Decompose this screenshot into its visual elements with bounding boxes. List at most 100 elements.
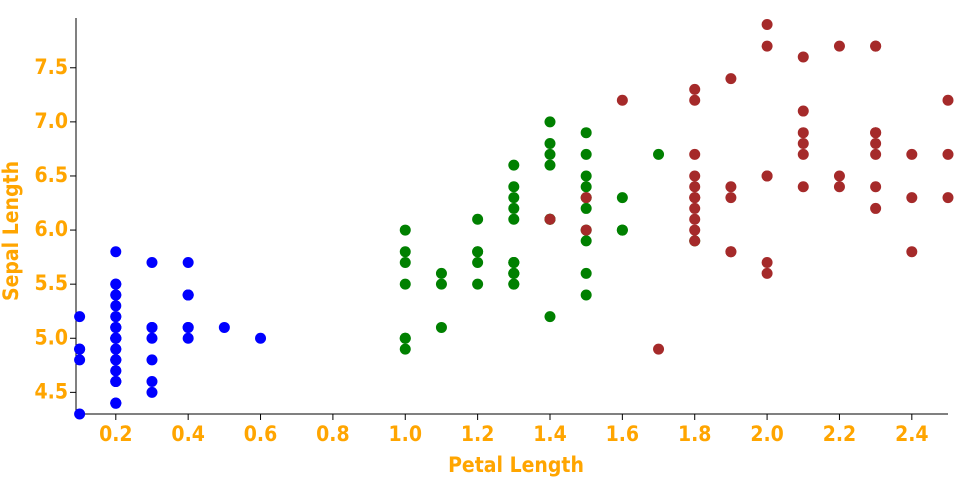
point (110, 365, 122, 377)
point (833, 170, 845, 182)
point (761, 267, 773, 279)
point (653, 343, 665, 355)
point (435, 278, 447, 290)
point (110, 321, 122, 333)
point (689, 148, 701, 160)
point (218, 321, 230, 333)
point (110, 278, 122, 290)
point (435, 321, 447, 333)
point (870, 127, 882, 139)
point (544, 159, 556, 171)
point (797, 148, 809, 160)
point (906, 246, 918, 258)
point (508, 257, 520, 269)
point (689, 224, 701, 236)
y-tick-label: 5.0 (35, 325, 68, 349)
point (870, 202, 882, 214)
point (146, 386, 158, 398)
point (906, 192, 918, 204)
x-tick-label: 0.4 (171, 422, 204, 446)
point (616, 192, 628, 204)
point (544, 213, 556, 225)
point (870, 181, 882, 193)
point (580, 148, 592, 160)
point (544, 138, 556, 150)
point (580, 170, 592, 182)
point (616, 224, 628, 236)
point (508, 181, 520, 193)
point (508, 278, 520, 290)
point (74, 408, 86, 420)
point (689, 181, 701, 193)
x-tick-label: 1.2 (461, 422, 494, 446)
point (725, 192, 737, 204)
point (870, 40, 882, 52)
x-tick-label: 2.4 (895, 422, 928, 446)
x-tick-label: 2.0 (750, 422, 783, 446)
point (797, 138, 809, 150)
point (472, 257, 484, 269)
point (833, 181, 845, 193)
point (472, 213, 484, 225)
point (942, 94, 954, 106)
point (797, 51, 809, 63)
point (399, 257, 411, 269)
point (544, 116, 556, 128)
point (725, 181, 737, 193)
point (399, 278, 411, 290)
point (580, 181, 592, 193)
point (110, 246, 122, 258)
point (544, 311, 556, 323)
point (942, 148, 954, 160)
point (146, 354, 158, 366)
point (435, 267, 447, 279)
x-tick-label: 0.6 (244, 422, 277, 446)
point (399, 224, 411, 236)
point (110, 397, 122, 409)
point (146, 376, 158, 388)
point (508, 213, 520, 225)
point (110, 332, 122, 344)
point (689, 83, 701, 95)
y-axis-title: Sepal Length (0, 161, 23, 301)
point (942, 192, 954, 204)
point (182, 332, 194, 344)
x-tick-label: 1.0 (389, 422, 422, 446)
y-tick-label: 4.5 (35, 379, 68, 403)
point (797, 181, 809, 193)
point (580, 202, 592, 214)
point (689, 202, 701, 214)
point (580, 224, 592, 236)
point (74, 311, 86, 323)
point (110, 354, 122, 366)
x-axis-title: Petal Length (448, 453, 584, 477)
point (508, 159, 520, 171)
x-tick-label: 0.8 (316, 422, 349, 446)
point (146, 321, 158, 333)
point (508, 267, 520, 279)
point (689, 170, 701, 182)
point (580, 127, 592, 139)
point (906, 148, 918, 160)
point (870, 148, 882, 160)
point (110, 376, 122, 388)
point (182, 257, 194, 269)
x-tick-label: 0.2 (99, 422, 132, 446)
point (544, 148, 556, 160)
point (689, 192, 701, 204)
point (797, 105, 809, 117)
point (110, 300, 122, 312)
y-tick-label: 5.5 (35, 271, 68, 295)
x-tick-label: 1.8 (678, 422, 711, 446)
point (580, 192, 592, 204)
point (689, 213, 701, 225)
point (616, 94, 628, 106)
point (182, 321, 194, 333)
point (182, 289, 194, 301)
point (725, 246, 737, 258)
point (833, 40, 845, 52)
point (146, 332, 158, 344)
point (761, 18, 773, 30)
point (761, 257, 773, 269)
